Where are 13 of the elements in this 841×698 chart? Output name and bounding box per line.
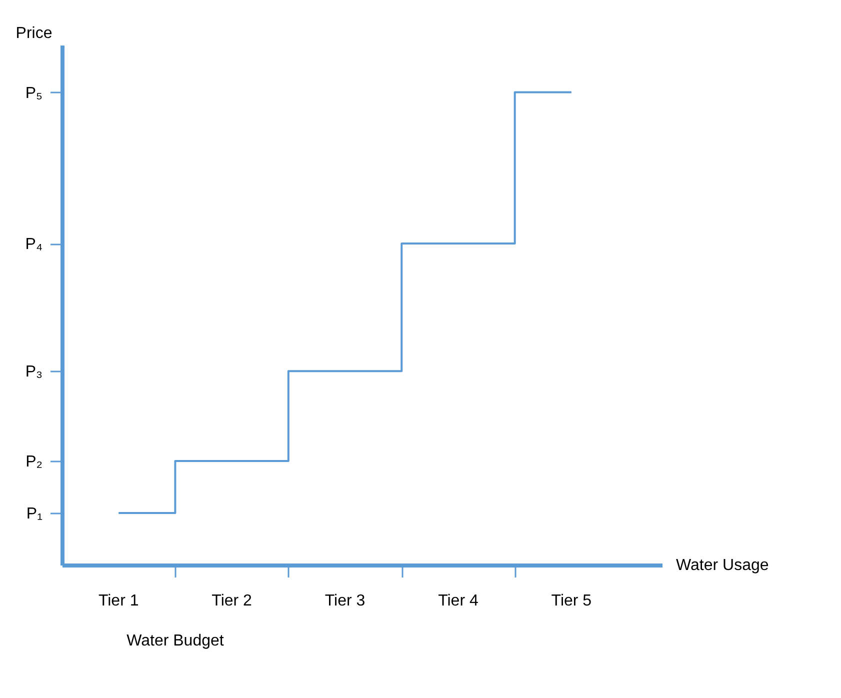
text: P₃: [25, 364, 42, 381]
x-tick-label: Tier 2: [212, 592, 252, 610]
text: P₁: [26, 506, 42, 522]
x-tick-label: Tier 3: [324, 592, 366, 610]
x-tick-label: Tier 5: [551, 592, 592, 610]
x-axis-title: Water Usage: [676, 557, 769, 574]
text: P₄: [25, 236, 42, 254]
text: P₂: [26, 454, 42, 470]
x-tick-label: Tier 1: [98, 592, 139, 610]
text: Water Budget: [126, 632, 224, 650]
y-axis-title: Price: [16, 25, 52, 42]
text: P₅: [25, 84, 42, 102]
x-tick-label: Tier 4: [438, 592, 478, 610]
